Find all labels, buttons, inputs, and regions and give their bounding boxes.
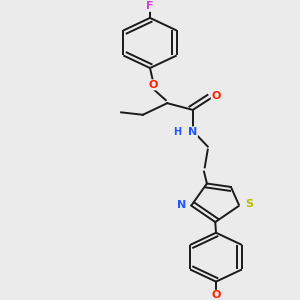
Text: O: O bbox=[211, 92, 221, 101]
Text: N: N bbox=[188, 127, 197, 137]
Text: O: O bbox=[211, 290, 221, 300]
Text: O: O bbox=[148, 80, 158, 90]
Text: H: H bbox=[173, 127, 181, 137]
Text: F: F bbox=[146, 1, 154, 11]
Text: N: N bbox=[177, 200, 186, 210]
Text: S: S bbox=[245, 200, 253, 209]
